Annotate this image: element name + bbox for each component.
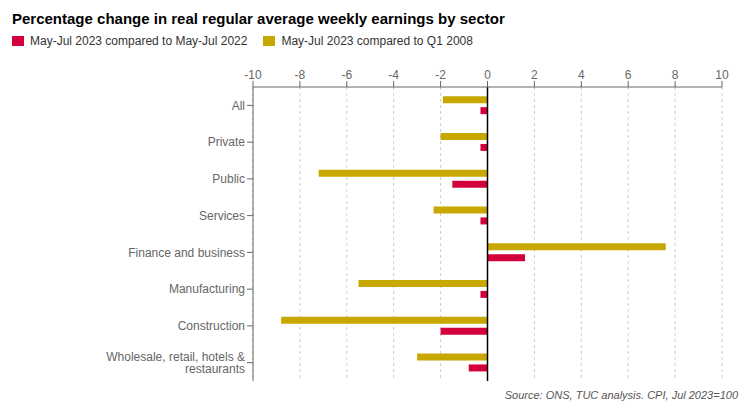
html-text:Source: ONS, TUC analysis. CPI: Source: ONS, TUC analysis. CPI, Jul 2023…: [504, 389, 738, 401]
svg-text:2: 2: [531, 68, 538, 82]
svg-text:-4: -4: [388, 68, 399, 82]
svg-text:6: 6: [625, 68, 632, 82]
svg-text:Finance and business: Finance and business: [128, 246, 245, 260]
svg-text:Private: Private: [208, 135, 246, 149]
html-text:May-Jul 2023 compared to Q1 20: May-Jul 2023 compared to Q1 2008: [281, 34, 473, 48]
html-text:Percentage change in real regu: Percentage change in real regular averag…: [12, 10, 505, 27]
svg-text:10: 10: [715, 68, 729, 82]
svg-text:-6: -6: [341, 68, 352, 82]
svg-text:8: 8: [672, 68, 679, 82]
svg-text:Public: Public: [212, 172, 245, 186]
svg-text:All: All: [232, 99, 245, 113]
svg-text:Construction: Construction: [178, 319, 245, 333]
svg-text:0: 0: [484, 68, 491, 82]
svg-text:-8: -8: [295, 68, 306, 82]
svg-text:Manufacturing: Manufacturing: [169, 282, 245, 296]
svg-text:Services: Services: [199, 209, 245, 223]
svg-text:Wholesale, retail, hotels &res: Wholesale, retail, hotels &restaurants: [106, 350, 245, 376]
html-text:May-Jul 2023 compared to May-J: May-Jul 2023 compared to May-Jul 2022: [30, 34, 248, 48]
svg-text:4: 4: [578, 68, 585, 82]
svg-text:-10: -10: [244, 68, 262, 82]
svg-text:-2: -2: [435, 68, 446, 82]
